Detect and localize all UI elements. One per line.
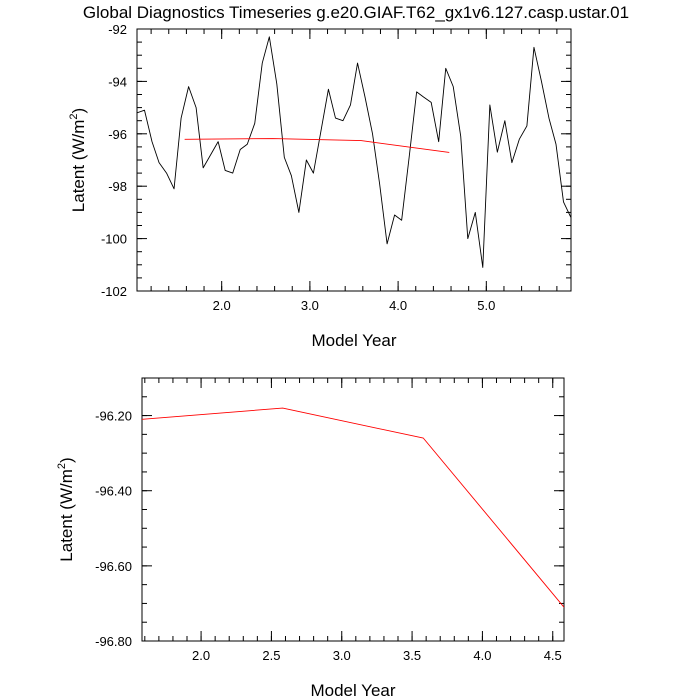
minor-ticks: [142, 377, 564, 642]
plot-frame: [141, 377, 565, 642]
bottom-panel: 2.0 2.5 3.0 3.5 4.0 4.5 -96.20 -96.40 -96.60 -96.…: [56, 377, 565, 700]
y-axis-title-close: ): [69, 108, 88, 114]
y-axis-title-main: Latent (W/m: [69, 120, 88, 213]
x-tick-label: 3.5: [403, 648, 421, 663]
series-line-annual-mean: [142, 407, 564, 608]
y-tick-label: -102: [101, 284, 127, 299]
x-tick-label: 4.0: [473, 648, 491, 663]
y-axis-title-superscript: 2: [56, 463, 68, 469]
y-axis-title-main: Latent (W/m: [57, 469, 76, 562]
y-tick-label: -96.60: [95, 559, 132, 574]
x-tick-label: 5.0: [477, 298, 495, 313]
y-tick-label: -92: [108, 22, 127, 37]
y-axis-title-close: ): [57, 457, 76, 463]
x-tick-label: 2.5: [262, 648, 280, 663]
y-axis-title: Latent (W/m2): [68, 108, 88, 212]
y-axis-title: Latent (W/m2): [56, 457, 76, 561]
x-tick-label: 2.0: [213, 298, 231, 313]
y-tick-label: -96: [108, 127, 127, 142]
series-line-monthly: [137, 36, 571, 268]
x-tick-label: 3.0: [301, 298, 319, 313]
x-tick-label: 4.5: [544, 648, 562, 663]
x-tick-label: 2.0: [192, 648, 210, 663]
top-panel: 2.0 3.0 4.0 5.0 -92 -94 -96 -98 -100 -102 Model Ye…: [68, 22, 572, 350]
series-line-annual-mean: [184, 138, 450, 153]
y-tick-label: -94: [108, 74, 127, 89]
y-tick-label: -96.20: [95, 409, 132, 424]
y-tick-label: -96.40: [95, 484, 132, 499]
y-axis-title-superscript: 2: [68, 113, 80, 119]
x-tick-label: 3.0: [333, 648, 351, 663]
x-axis-title: Model Year: [310, 681, 395, 700]
y-tick-label: -100: [101, 232, 127, 247]
figure-title: Global Diagnostics Timeseries g.e20.GIAF…: [83, 3, 629, 22]
x-axis-title: Model Year: [311, 331, 396, 350]
y-tick-label: -98: [108, 179, 127, 194]
x-tick-label: 4.0: [389, 298, 407, 313]
y-tick-label: -96.80: [95, 634, 132, 649]
